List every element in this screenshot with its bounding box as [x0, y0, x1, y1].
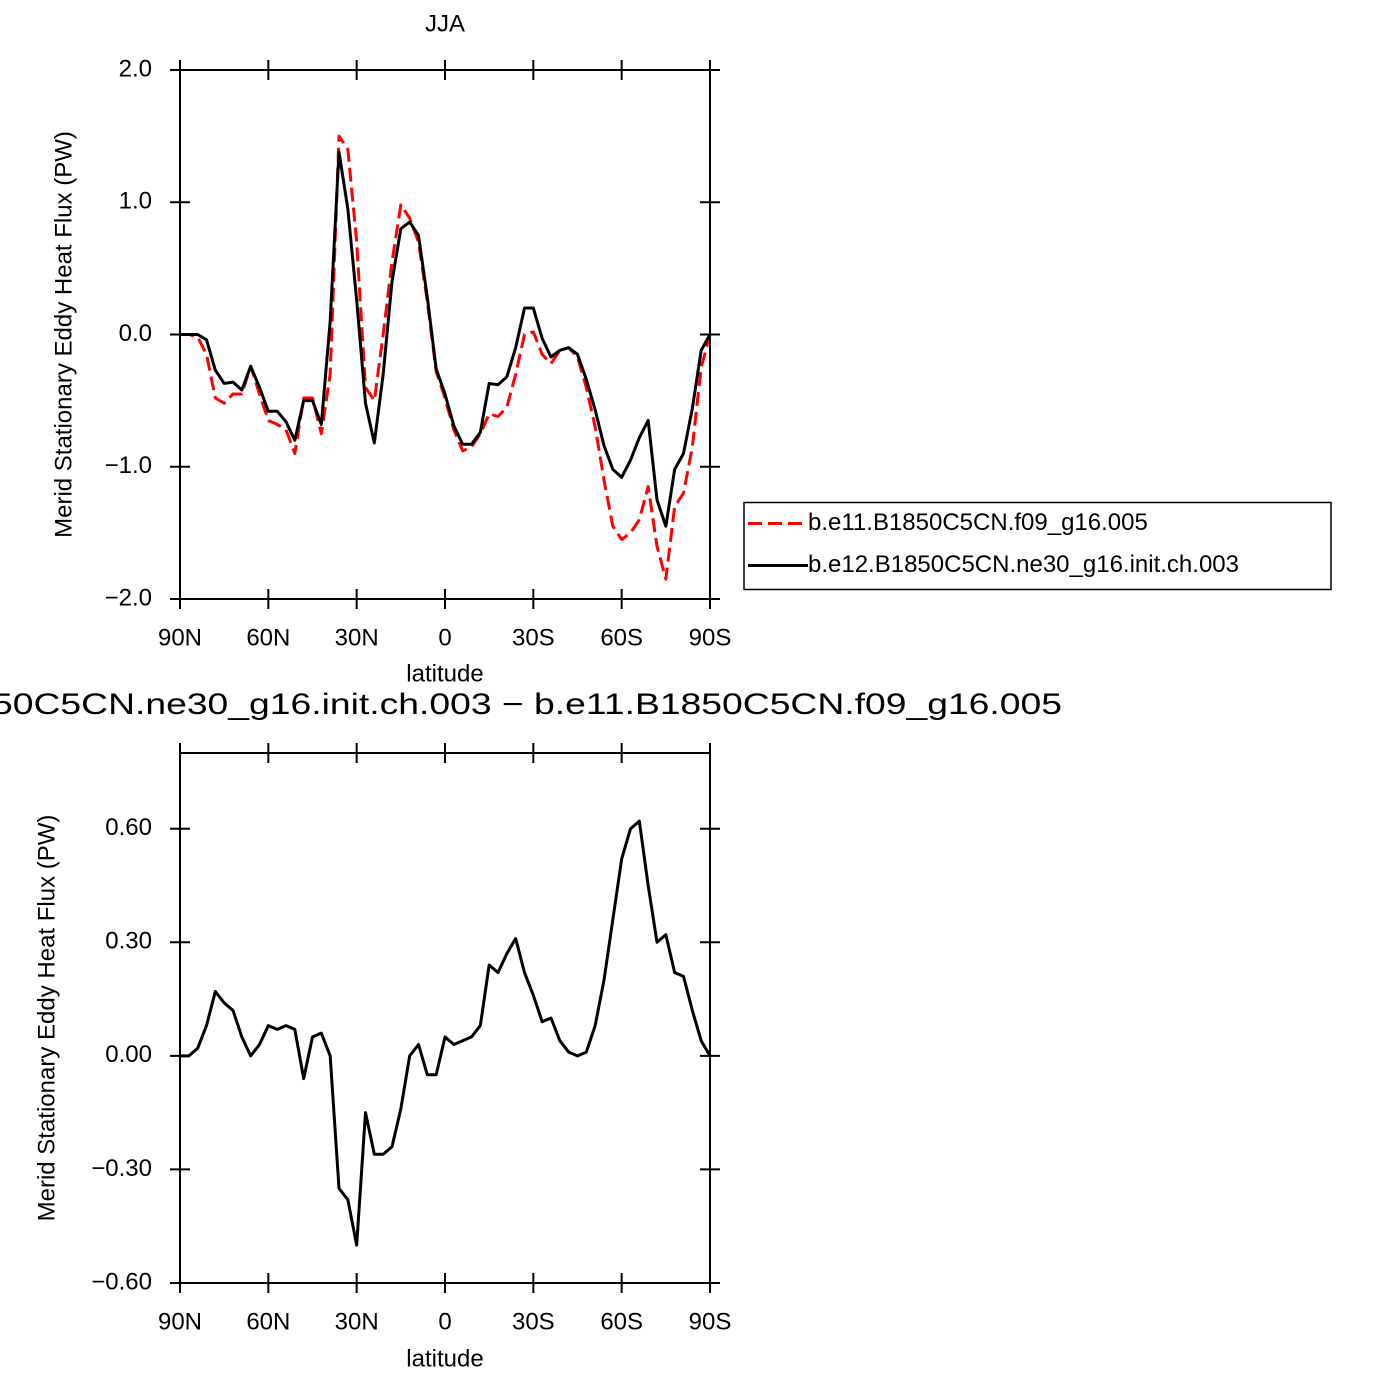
- y-tick-label: −2.0: [105, 584, 152, 611]
- x-tick-label: 90S: [689, 624, 732, 651]
- y-axis-label: Merid Stationary Eddy Heat Flux (PW): [50, 131, 77, 538]
- y-tick-label: 0.0: [119, 320, 152, 347]
- x-tick-label: 90N: [158, 624, 202, 651]
- x-tick-label: 60N: [246, 624, 290, 651]
- y-tick-label: 0.00: [105, 1041, 152, 1068]
- x-tick-label: 30S: [512, 624, 555, 651]
- y-tick-label: −0.60: [91, 1268, 152, 1295]
- y-tick-label: 0.60: [105, 814, 152, 841]
- x-axis-label: latitude: [406, 660, 483, 687]
- plot-frame: [179, 752, 711, 1284]
- x-tick-label: 60S: [600, 624, 643, 651]
- x-tick-label: 30S: [512, 1308, 555, 1335]
- y-tick-label: 2.0: [119, 55, 152, 82]
- y-tick-label: −0.30: [91, 1155, 152, 1182]
- x-axis-label: latitude: [406, 1345, 483, 1372]
- y-tick-label: −1.0: [105, 452, 152, 479]
- x-tick-label: 30N: [335, 624, 379, 651]
- data-line: [180, 134, 712, 581]
- x-tick-label: 0: [438, 624, 451, 651]
- chart-title: JJA: [425, 10, 465, 37]
- x-tick-label: 60S: [600, 1308, 643, 1335]
- x-tick-label: 0: [438, 1308, 451, 1335]
- plot-frame: [179, 69, 711, 600]
- chart-title: b.e12.B1850C5CN.ne30_g16.init.ch.003 − b…: [0, 688, 1062, 721]
- legend-box: [743, 501, 1332, 591]
- data-line: [180, 819, 712, 1247]
- x-tick-label: 90N: [158, 1308, 202, 1335]
- y-tick-label: 1.0: [119, 188, 152, 215]
- x-tick-label: 60N: [246, 1308, 290, 1335]
- data-line: [180, 150, 712, 528]
- y-tick-label: 0.30: [105, 928, 152, 955]
- y-axis-label: Merid Stationary Eddy Heat Flux (PW): [33, 815, 60, 1222]
- x-tick-label: 30N: [335, 1308, 379, 1335]
- legend-label: b.e11.B1850C5CN.f09_g16.005: [808, 509, 1148, 536]
- x-tick-label: 90S: [689, 1308, 732, 1335]
- legend-label: b.e12.B1850C5CN.ne30_g16.init.ch.003: [808, 551, 1239, 578]
